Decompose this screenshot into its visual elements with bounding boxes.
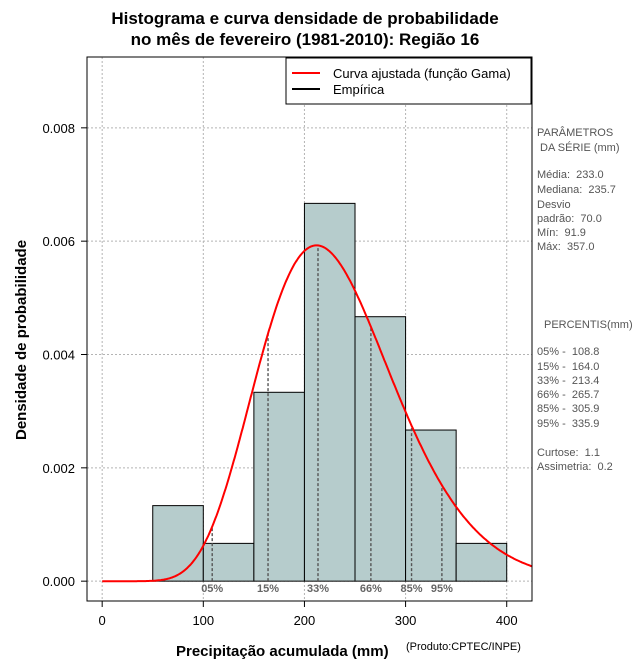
- x-axis-label: Precipitação acumulada (mm): [176, 643, 389, 660]
- percentile-label: 85%: [401, 583, 423, 595]
- stat-skewness: Assimetria: 0.2: [537, 461, 613, 473]
- stat-max: Máx: 357.0: [537, 241, 595, 253]
- legend-label-curve: Curva ajustada (função Gama): [333, 66, 511, 81]
- product-credit: (Produto:CPTEC/INPE): [406, 641, 521, 653]
- percentiles-heading: PERCENTIS(mm): [544, 319, 633, 331]
- y-tick-label: 0.002: [42, 461, 75, 476]
- y-tick-label: 0.008: [42, 121, 75, 136]
- histogram-bar: [405, 429, 457, 582]
- y-tick-label: 0.006: [42, 234, 75, 249]
- params-heading-2: DA SÉRIE (mm): [537, 142, 620, 154]
- histogram-bar: [253, 391, 305, 582]
- stat-min: Mín: 91.9: [537, 227, 586, 239]
- x-tick-label: 0: [99, 613, 106, 628]
- stat-sd-label: Desvio: [537, 199, 571, 211]
- fitted-gamma-curve: [102, 244, 533, 583]
- percentile-33: 33% - 213.4: [537, 375, 600, 387]
- y-axis-label: Densidade de probabilidade: [13, 239, 30, 440]
- percentile-label: 15%: [257, 583, 279, 595]
- percentile-95: 95% - 335.9: [537, 418, 600, 430]
- legend: Curva ajustada (função Gama)Empírica: [285, 57, 532, 105]
- percentile-85: 85% - 305.9: [537, 403, 600, 415]
- legend-label-empirical: Empírica: [333, 82, 385, 97]
- percentile-66: 66% - 265.7: [537, 389, 600, 401]
- axes: 0 100 200 300 400 0.000 0.002 0.004 0.006 0.008: [42, 121, 517, 628]
- x-tick-label: 100: [192, 613, 214, 628]
- legend-box: [285, 57, 532, 105]
- percentile-label: 95%: [431, 583, 453, 595]
- x-tick-label: 300: [395, 613, 417, 628]
- stat-sd: padrão: 70.0: [537, 213, 602, 225]
- percentile-label: 66%: [360, 583, 382, 595]
- histogram-bars: [152, 202, 508, 582]
- stat-mean: Média: 233.0: [537, 169, 604, 181]
- percentile-15: 15% - 164.0: [537, 361, 600, 373]
- histogram-bar: [354, 316, 407, 582]
- y-tick-label: 0.000: [42, 574, 75, 589]
- stat-kurtosis: Curtose: 1.1: [537, 447, 600, 459]
- stat-median: Mediana: 235.7: [537, 184, 616, 196]
- percentile-markers: 05% 15% 33% 66% 85% 95%: [201, 245, 453, 595]
- percentile-label: 33%: [307, 583, 329, 595]
- plot-frame: [86, 56, 533, 602]
- histogram-bar: [152, 505, 204, 582]
- histogram-bar: [303, 202, 356, 582]
- params-heading: PARÂMETROS: [537, 127, 614, 139]
- x-tick-label: 200: [294, 613, 316, 628]
- x-tick-label: 400: [496, 613, 518, 628]
- chart-title-line-1: Histograma e curva densidade de probabil…: [111, 9, 499, 28]
- y-tick-label: 0.004: [42, 348, 75, 363]
- percentile-05: 05% - 108.8: [537, 346, 600, 358]
- chart-title-line-2: no mês de fevereiro (1981-2010): Região …: [130, 30, 480, 49]
- percentile-label: 05%: [201, 583, 223, 595]
- histogram-bar: [202, 542, 255, 582]
